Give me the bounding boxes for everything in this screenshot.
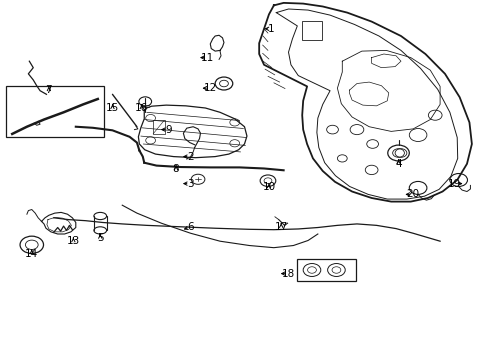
Text: 19: 19 xyxy=(447,179,461,189)
Text: 6: 6 xyxy=(187,222,194,232)
Text: 7: 7 xyxy=(45,85,52,95)
Text: 14: 14 xyxy=(25,249,39,259)
Text: 13: 13 xyxy=(66,236,80,246)
Text: 9: 9 xyxy=(165,125,172,135)
Text: 3: 3 xyxy=(187,179,194,189)
Bar xyxy=(152,120,164,134)
Text: 2: 2 xyxy=(187,152,194,162)
Text: 17: 17 xyxy=(274,222,287,232)
Text: 4: 4 xyxy=(394,159,401,169)
Bar xyxy=(6,86,103,137)
Text: 16: 16 xyxy=(135,103,148,113)
Text: 5: 5 xyxy=(97,233,103,243)
Text: 1: 1 xyxy=(267,24,274,34)
Bar xyxy=(302,21,321,40)
Text: 10: 10 xyxy=(262,182,275,192)
Text: 18: 18 xyxy=(281,269,295,279)
Bar xyxy=(297,259,355,281)
Text: 8: 8 xyxy=(172,164,179,174)
Text: 12: 12 xyxy=(203,83,217,93)
Text: 15: 15 xyxy=(105,103,119,113)
Text: 11: 11 xyxy=(201,53,214,63)
Text: 20: 20 xyxy=(406,189,419,199)
